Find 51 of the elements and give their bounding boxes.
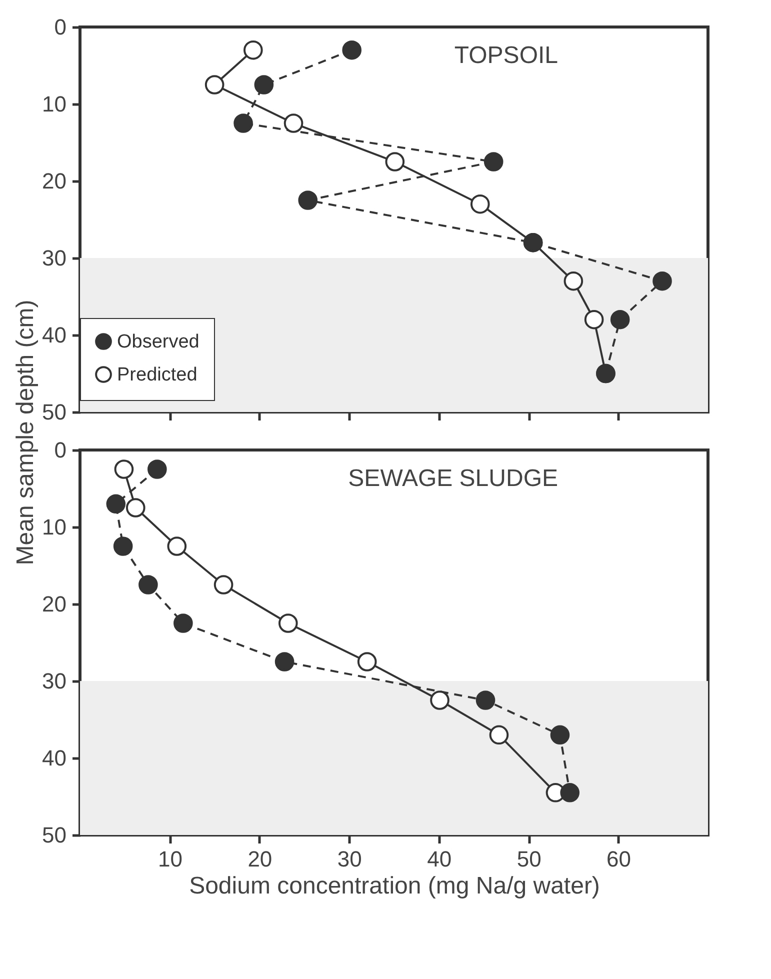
y-tick-label: 40 (42, 322, 66, 348)
point (274, 652, 294, 672)
point (357, 652, 377, 672)
y-tick-label: 20 (42, 592, 66, 616)
point (489, 725, 509, 745)
point (254, 75, 274, 94)
point (298, 190, 318, 210)
x-tick-label: 40 (427, 846, 452, 872)
y-tick-label: 0 (54, 438, 66, 462)
y-tick-label: 50 (42, 400, 66, 424)
point (476, 690, 496, 710)
y-tick-label: 10 (42, 92, 66, 116)
y-tick-label: 30 (42, 668, 66, 694)
point (430, 690, 450, 710)
point (167, 536, 187, 556)
point (278, 614, 298, 633)
legend-label: Observed (117, 332, 200, 352)
point (550, 725, 570, 745)
point (234, 114, 253, 133)
x-tick-label: 30 (337, 846, 362, 872)
point (138, 575, 158, 594)
point (214, 575, 234, 594)
point (147, 460, 167, 479)
y-tick-label: 30 (42, 246, 66, 270)
point (560, 783, 580, 802)
y-tick-label: 20 (42, 168, 66, 194)
point (174, 614, 193, 633)
y-tick-label: 0 (54, 14, 66, 40)
point (584, 310, 604, 330)
x-tick-label: 60 (606, 846, 632, 872)
y-axis-title: Mean sample depth (cm) (12, 300, 40, 566)
point (204, 75, 224, 94)
text: TOPSOIL (454, 42, 558, 69)
legend-label: Predicted (117, 364, 198, 386)
text: SEWAGE SLUDGE (348, 465, 558, 492)
point (126, 498, 146, 518)
point (564, 271, 584, 291)
x-tick-label: 50 (516, 846, 542, 872)
y-tick-label: 50 (42, 822, 66, 848)
point (113, 536, 133, 556)
point (484, 152, 504, 172)
point (652, 271, 672, 291)
point (385, 152, 405, 172)
y-tick-label: 40 (42, 746, 66, 770)
x-axis-title: Sodium concentration (mg Na/g water) (189, 872, 600, 900)
point (106, 494, 126, 514)
point (342, 40, 362, 60)
y-tick-label: 10 (42, 514, 66, 540)
point (610, 310, 630, 330)
x-tick-label: 20 (248, 846, 272, 872)
x-tick-label: 10 (158, 846, 182, 872)
